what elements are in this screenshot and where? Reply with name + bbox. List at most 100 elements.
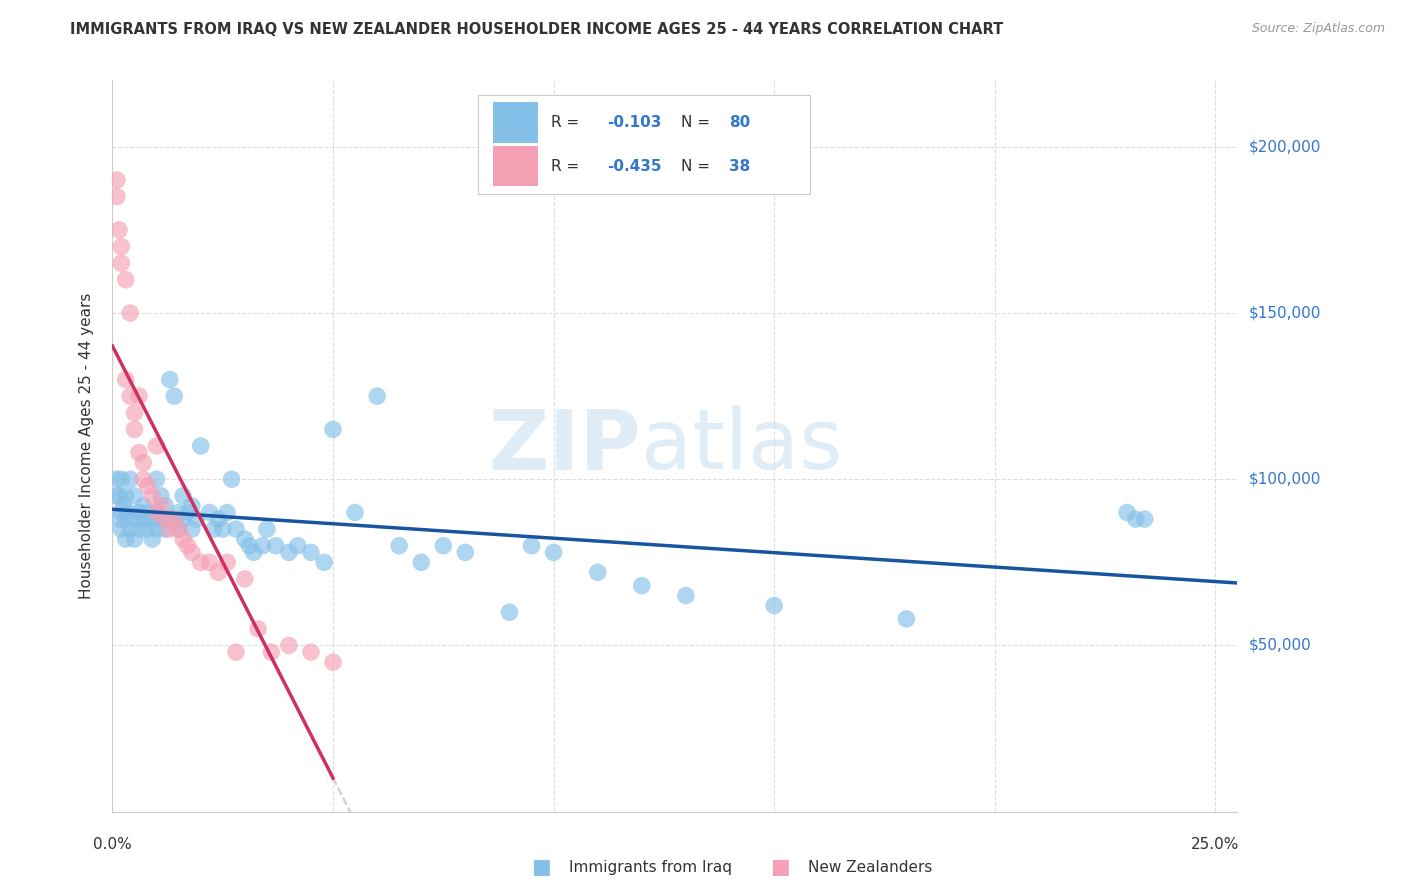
Bar (492, 103, 537, 143)
Point (256, 522, 278, 536)
Text: Immigrants from Iraq: Immigrants from Iraq (569, 860, 733, 874)
Point (124, 422, 146, 436)
Point (176, 506, 198, 520)
Point (299, 645, 322, 659)
Point (120, 472, 142, 486)
Point (124, 406, 146, 420)
Y-axis label: Householder Income Ages 25 - 44 years: Householder Income Ages 25 - 44 years (79, 293, 94, 599)
Point (132, 472, 155, 486)
Point (132, 499, 155, 513)
Point (238, 539, 260, 553)
Bar (492, 146, 537, 186)
Text: Source: ZipAtlas.com: Source: ZipAtlas.com (1251, 22, 1385, 36)
Text: $100,000: $100,000 (1249, 472, 1320, 487)
Text: $50,000: $50,000 (1249, 638, 1312, 653)
Text: atlas: atlas (641, 406, 842, 486)
Point (159, 372, 181, 386)
Point (136, 479, 159, 493)
Point (150, 489, 173, 503)
Point (145, 506, 167, 520)
Point (217, 506, 239, 520)
Point (108, 512, 131, 526)
Point (159, 512, 181, 526)
Point (314, 555, 336, 569)
Point (180, 522, 202, 536)
Text: -0.435: -0.435 (607, 159, 662, 174)
Text: N =: N = (681, 159, 714, 174)
Point (105, 472, 128, 486)
Point (163, 389, 186, 403)
Point (132, 512, 155, 526)
Point (411, 555, 433, 569)
Point (225, 522, 247, 536)
Point (260, 645, 283, 659)
Point (233, 572, 256, 586)
Point (105, 189, 128, 203)
Text: R =: R = (551, 159, 585, 174)
Point (520, 539, 543, 553)
Point (150, 512, 173, 526)
Point (114, 512, 136, 526)
Text: New Zealanders: New Zealanders (808, 860, 932, 874)
Point (105, 489, 128, 503)
Point (202, 522, 225, 536)
Point (432, 539, 454, 553)
Point (176, 539, 198, 553)
Point (120, 306, 142, 320)
Point (155, 512, 177, 526)
Point (172, 512, 194, 526)
Point (163, 512, 186, 526)
Point (150, 499, 173, 513)
Point (110, 506, 132, 520)
Point (124, 489, 146, 503)
Text: ■: ■ (531, 857, 551, 877)
Point (114, 489, 136, 503)
Point (145, 506, 167, 520)
Text: R =: R = (551, 115, 585, 130)
Point (159, 522, 181, 536)
Point (172, 532, 194, 546)
Point (145, 522, 167, 536)
Point (322, 655, 344, 669)
Point (124, 512, 146, 526)
Point (128, 445, 150, 459)
Point (198, 555, 221, 569)
Point (763, 599, 786, 613)
Point (114, 372, 136, 386)
Point (586, 566, 609, 580)
Point (366, 389, 388, 403)
Point (112, 499, 135, 513)
Text: -0.103: -0.103 (607, 115, 662, 130)
Point (145, 439, 167, 453)
Point (114, 532, 136, 546)
Point (277, 545, 299, 559)
Point (225, 645, 247, 659)
Point (180, 545, 202, 559)
Point (180, 499, 202, 513)
Point (120, 389, 142, 403)
Point (287, 539, 309, 553)
Point (136, 506, 159, 520)
Text: $200,000: $200,000 (1249, 139, 1320, 154)
Point (110, 522, 132, 536)
Text: IMMIGRANTS FROM IRAQ VS NEW ZEALANDER HOUSEHOLDER INCOME AGES 25 - 44 YEARS CORR: IMMIGRANTS FROM IRAQ VS NEW ZEALANDER HO… (70, 22, 1004, 37)
Point (896, 612, 918, 626)
Point (1133, 512, 1156, 526)
Text: 80: 80 (728, 115, 751, 130)
Point (277, 639, 299, 653)
Point (141, 489, 163, 503)
Point (322, 422, 344, 436)
Point (145, 472, 167, 486)
Point (247, 622, 270, 636)
Point (454, 545, 477, 559)
Point (242, 545, 264, 559)
Point (167, 506, 190, 520)
Point (630, 579, 652, 593)
Text: ■: ■ (770, 857, 790, 877)
Point (172, 489, 194, 503)
Point (221, 472, 243, 486)
Point (186, 512, 208, 526)
Point (675, 589, 697, 603)
Point (108, 489, 131, 503)
Point (543, 545, 565, 559)
